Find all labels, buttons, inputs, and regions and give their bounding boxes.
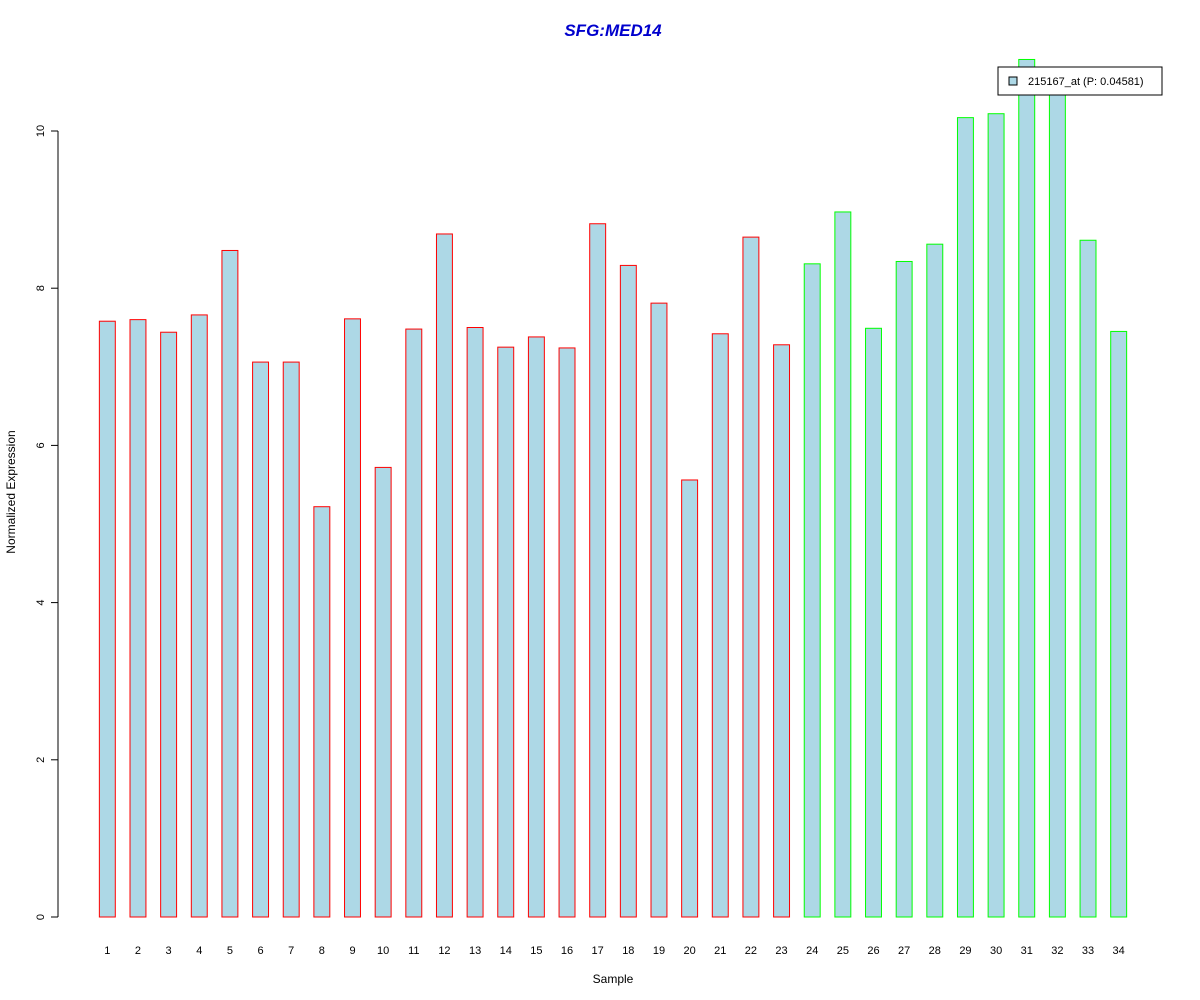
bar-34 [1110,330,1128,918]
x-tick-label-22: 22 [745,945,757,957]
legend-box [997,66,1163,96]
bar-10 [374,466,392,918]
x-axis: 1 2 3 4 5 6 7 8 9 10 11 12 13 14 15 16 17 18 19 20 21 22 23 24 2… [104,945,1125,957]
x-tick-label-9: 9 [349,945,355,957]
y-tick-label-8: 8 [35,285,47,291]
bar-1 [98,320,116,918]
x-tick-label-29: 29 [959,945,971,957]
x-tick-label-33: 33 [1082,945,1094,957]
bar-18 [619,264,637,918]
x-tick-label-8: 8 [319,945,325,957]
bar-14 [497,346,515,918]
bar-33 [1079,239,1097,918]
x-tick-label-6: 6 [257,945,263,957]
bar-5 [221,249,239,918]
y-axis-label: Normalized Expression [4,430,18,553]
bar-8 [313,506,331,918]
bar-24 [803,263,821,918]
y-tick-label-0: 0 [35,914,47,920]
x-tick-label-18: 18 [622,945,634,957]
bar-23 [773,344,791,918]
bar-32 [1048,83,1066,918]
bar-20 [681,479,699,918]
x-tick-label-17: 17 [592,945,604,957]
bar-17 [589,223,607,918]
x-tick-label-2: 2 [135,945,141,957]
x-tick-label-23: 23 [775,945,787,957]
x-tick-label-28: 28 [929,945,941,957]
y-tick-label-2: 2 [35,757,47,763]
bar-26 [865,327,882,918]
x-tick-label-24: 24 [806,945,818,957]
x-tick-label-4: 4 [196,945,202,957]
x-tick-label-31: 31 [1021,945,1033,957]
legend: 215167_at (P: 0.04581) [997,66,1163,96]
bar-28 [926,243,944,918]
legend-entry: 215167_at (P: 0.04581) [1028,76,1144,88]
x-tick-label-27: 27 [898,945,910,957]
x-tick-label-10: 10 [377,945,389,957]
chart-title: SFG:MED14 [564,21,662,40]
x-tick-label-30: 30 [990,945,1002,957]
x-tick-label-5: 5 [227,945,233,957]
bar-12 [435,233,453,918]
x-tick-label-32: 32 [1051,945,1063,957]
bar-30 [987,113,1005,918]
bar-7 [282,361,300,918]
bar-27 [895,260,913,918]
x-tick-label-12: 12 [438,945,450,957]
x-axis-label: Sample [593,972,634,986]
bar-16 [558,347,576,918]
bar-19 [650,302,668,918]
y-axis: 0 2 4 6 8 10 [35,125,59,920]
bar-21 [711,333,729,918]
bar-3 [160,331,178,918]
y-tick-label-10: 10 [35,125,47,137]
bar-25 [834,211,852,918]
y-tick-label-4: 4 [35,600,47,606]
x-tick-label-11: 11 [408,945,419,957]
bar-11 [405,328,423,918]
bar-22 [742,236,760,918]
x-tick-label-14: 14 [500,945,512,957]
bar-31 [1018,58,1036,918]
x-tick-label-20: 20 [683,945,695,957]
x-tick-label-25: 25 [837,945,849,957]
x-tick-label-19: 19 [653,945,665,957]
bar-2 [129,319,147,918]
x-tick-label-7: 7 [288,945,294,957]
bar-15 [527,336,545,918]
x-tick-label-1: 1 [104,945,110,957]
bar-13 [466,327,484,918]
bars-layer [98,58,1128,918]
x-tick-label-3: 3 [166,945,172,957]
x-tick-label-21: 21 [714,945,726,957]
bar-29 [956,117,974,918]
x-tick-label-15: 15 [530,945,542,957]
y-tick-label-6: 6 [35,442,47,448]
x-tick-label-34: 34 [1113,945,1125,957]
x-tick-label-13: 13 [469,945,481,957]
legend-swatch [1008,76,1018,86]
x-tick-label-16: 16 [561,945,573,957]
bar-6 [252,361,270,918]
bar-9 [344,318,361,918]
x-tick-label-26: 26 [867,945,879,957]
bar-4 [190,314,208,918]
